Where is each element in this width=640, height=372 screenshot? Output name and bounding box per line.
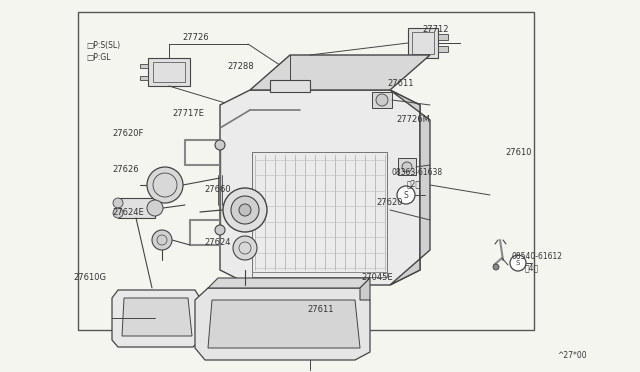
Text: 27288: 27288 [227,62,254,71]
Bar [252,152,387,277]
Text: （4）: （4） [525,263,539,272]
Text: S: S [516,260,520,266]
Polygon shape [208,300,360,348]
Polygon shape [208,278,370,288]
Circle shape [152,230,172,250]
Circle shape [215,140,225,150]
Circle shape [510,255,526,271]
Polygon shape [118,198,155,218]
Text: 27712: 27712 [422,25,449,34]
Text: 27611: 27611 [387,79,413,88]
Text: 08540-61612: 08540-61612 [512,252,563,261]
Text: □P:S(SL): □P:S(SL) [86,41,120,50]
Text: （2）: （2） [406,180,420,189]
Text: 27611: 27611 [307,305,333,314]
Circle shape [113,208,123,218]
Circle shape [493,264,499,270]
Text: 27610: 27610 [506,148,532,157]
Polygon shape [390,90,430,285]
Text: 08363-61638: 08363-61638 [392,169,443,177]
Polygon shape [360,278,370,300]
Polygon shape [408,28,438,58]
Circle shape [113,198,123,208]
Text: □P:GL: □P:GL [86,53,111,62]
Circle shape [239,204,251,216]
Polygon shape [438,34,448,40]
Circle shape [231,196,259,224]
Text: 27620: 27620 [376,198,403,207]
Polygon shape [438,46,448,52]
Circle shape [402,162,412,172]
Text: 27610G: 27610G [74,273,107,282]
Bar [78,12,534,330]
Polygon shape [220,90,420,285]
Text: 27660: 27660 [205,185,232,194]
Circle shape [215,225,225,235]
Text: 27624: 27624 [205,238,231,247]
Text: 27620F: 27620F [112,129,143,138]
Polygon shape [398,158,416,175]
Polygon shape [148,58,190,86]
Circle shape [233,236,257,260]
Polygon shape [270,80,310,92]
Polygon shape [140,64,148,68]
Text: 27717E: 27717E [173,109,205,118]
Bar [252,152,387,272]
Polygon shape [195,288,370,360]
Circle shape [147,167,183,203]
Polygon shape [250,55,430,90]
Polygon shape [372,92,392,108]
Text: 27726M: 27726M [397,115,431,124]
Text: 27624E: 27624E [112,208,144,217]
Polygon shape [122,298,192,336]
Text: S: S [404,190,408,199]
Circle shape [147,200,163,216]
Circle shape [223,188,267,232]
Circle shape [397,186,415,204]
Text: 27726: 27726 [182,33,209,42]
Text: ^27*00: ^27*00 [557,351,586,360]
Polygon shape [112,290,200,347]
Text: 27626: 27626 [112,165,139,174]
Polygon shape [140,76,148,80]
Text: 27045E: 27045E [362,273,393,282]
Circle shape [376,94,388,106]
